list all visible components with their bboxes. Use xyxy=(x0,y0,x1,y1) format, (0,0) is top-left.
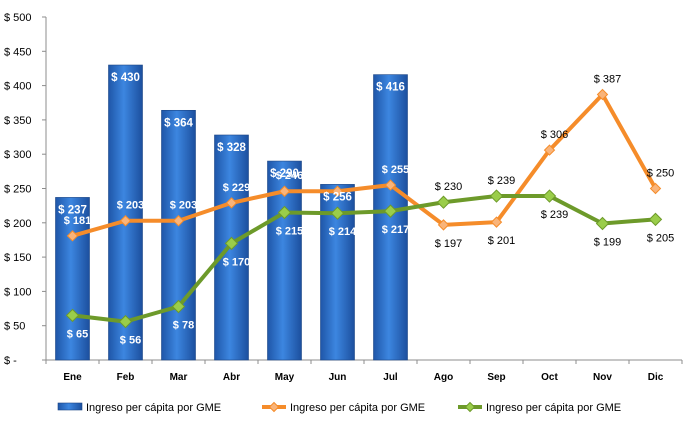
line-data-label: $ 205 xyxy=(647,232,675,244)
point-marker xyxy=(119,215,132,227)
x-tick-label: Jun xyxy=(329,372,347,383)
x-tick-label: Feb xyxy=(117,372,135,383)
y-tick-label: $ 250 xyxy=(4,184,32,196)
series-line xyxy=(70,194,658,324)
line-data-label: $ 246 xyxy=(329,170,357,182)
point-marker xyxy=(66,230,79,242)
bar xyxy=(161,109,196,361)
point-marker xyxy=(118,314,133,329)
legend-bar-swatch xyxy=(57,402,83,411)
line-data-label: $ 239 xyxy=(488,175,516,187)
bar-data-label: $ 290 xyxy=(270,168,299,180)
y-tick-label: $ 300 xyxy=(4,149,32,161)
bar xyxy=(55,197,90,361)
y-tick-label: $ 500 xyxy=(4,12,32,24)
x-tick-label: Ago xyxy=(434,372,453,383)
line-data-label: $ 230 xyxy=(435,181,463,193)
legend-label: Ingreso per cápita por GME xyxy=(290,402,425,414)
point-marker xyxy=(224,236,239,251)
line-data-label: $ 78 xyxy=(173,319,194,331)
legend-marker xyxy=(268,401,280,413)
point-marker xyxy=(595,216,610,231)
series-line xyxy=(70,92,658,238)
axes: $ - $ 50 $ 100 $ 150 $ 200 $ 250 $ 300 $ 350 $ 4… xyxy=(4,12,683,383)
line-data-label: $ 56 xyxy=(120,335,141,347)
y-tick-label: $ 350 xyxy=(4,115,32,127)
point-marker xyxy=(65,308,80,323)
y-tick-label: $ 50 xyxy=(4,321,25,333)
point-marker xyxy=(383,204,398,218)
y-tick-label: $ 400 xyxy=(4,81,32,93)
bar-data-label: $ 328 xyxy=(217,142,246,154)
x-tick-label: Oct xyxy=(541,372,558,383)
y-tick-label: $ 100 xyxy=(4,286,32,298)
point-marker xyxy=(436,195,451,209)
bar xyxy=(108,64,143,361)
x-tick-label: Mar xyxy=(170,372,188,383)
point-marker xyxy=(384,179,397,191)
line-data-label: $ 203 xyxy=(170,200,198,212)
y-tick-label: $ 150 xyxy=(4,252,32,264)
point-marker xyxy=(542,189,557,203)
line-data-label: $ 229 xyxy=(223,182,251,194)
legend-marker xyxy=(464,401,476,413)
line-data-label: $ 203 xyxy=(117,200,145,212)
point-marker xyxy=(596,88,609,101)
point-marker xyxy=(330,206,345,220)
point-marker xyxy=(277,205,292,220)
y-tick-label: $ 200 xyxy=(4,218,32,230)
line-data-label: $ 214 xyxy=(329,226,357,238)
line-data-label: $ 65 xyxy=(67,328,88,340)
point-marker xyxy=(648,212,663,227)
bar-data-label: $ 430 xyxy=(111,72,140,84)
bar-data-label: $ 364 xyxy=(164,117,193,129)
line-data-label: $ 255 xyxy=(382,164,410,176)
point-marker xyxy=(278,185,291,197)
line-data-label: $ 181 xyxy=(64,215,92,227)
line-data-label: $ 246 xyxy=(276,170,304,182)
line-data-label: $ 199 xyxy=(594,236,622,248)
x-tick-label: Ene xyxy=(63,372,82,383)
point-marker xyxy=(543,144,556,156)
point-marker xyxy=(437,219,450,231)
line-data-label: $ 387 xyxy=(594,74,622,86)
legend: Ingreso per cápita por GME Ingreso per cá… xyxy=(57,401,621,414)
point-marker xyxy=(649,182,662,195)
y-tick-label: $ - xyxy=(4,355,17,367)
point-marker xyxy=(331,185,344,197)
x-tick-label: Jul xyxy=(383,372,398,383)
x-tick-label: Dic xyxy=(648,372,664,383)
line-data-label: $ 217 xyxy=(382,224,410,236)
legend-label: Ingreso per cápita por GME xyxy=(486,402,621,414)
point-marker xyxy=(172,215,185,227)
y-tick-label: $ 450 xyxy=(4,46,32,58)
legend-label: Ingreso per cápita por GME xyxy=(86,402,221,414)
line-data-label: $ 201 xyxy=(488,235,516,247)
line-data-label: $ 197 xyxy=(435,238,463,250)
bar-data-label: $ 416 xyxy=(376,82,405,94)
point-marker xyxy=(171,299,186,314)
data-labels: $ 237 $ 430 $ 364 $ 328 $ 290 $ 256 $ 416 $ 181… xyxy=(58,72,674,347)
x-tick-label: Abr xyxy=(223,372,240,383)
bar-data-label: $ 237 xyxy=(58,204,87,216)
line-data-label: $ 170 xyxy=(223,256,251,268)
bar-data-label: $ 256 xyxy=(323,191,352,203)
point-marker xyxy=(225,197,238,209)
point-marker xyxy=(490,216,503,228)
x-tick-label: May xyxy=(275,372,295,383)
line-data-label: $ 215 xyxy=(276,226,304,238)
line-data-label: $ 239 xyxy=(541,209,569,221)
line-data-label: $ 306 xyxy=(541,129,569,141)
point-marker xyxy=(489,189,504,203)
x-tick-label: Nov xyxy=(593,372,612,383)
x-tick-label: Sep xyxy=(487,372,505,383)
line-series xyxy=(65,88,663,329)
line-data-label: $ 250 xyxy=(647,168,675,180)
